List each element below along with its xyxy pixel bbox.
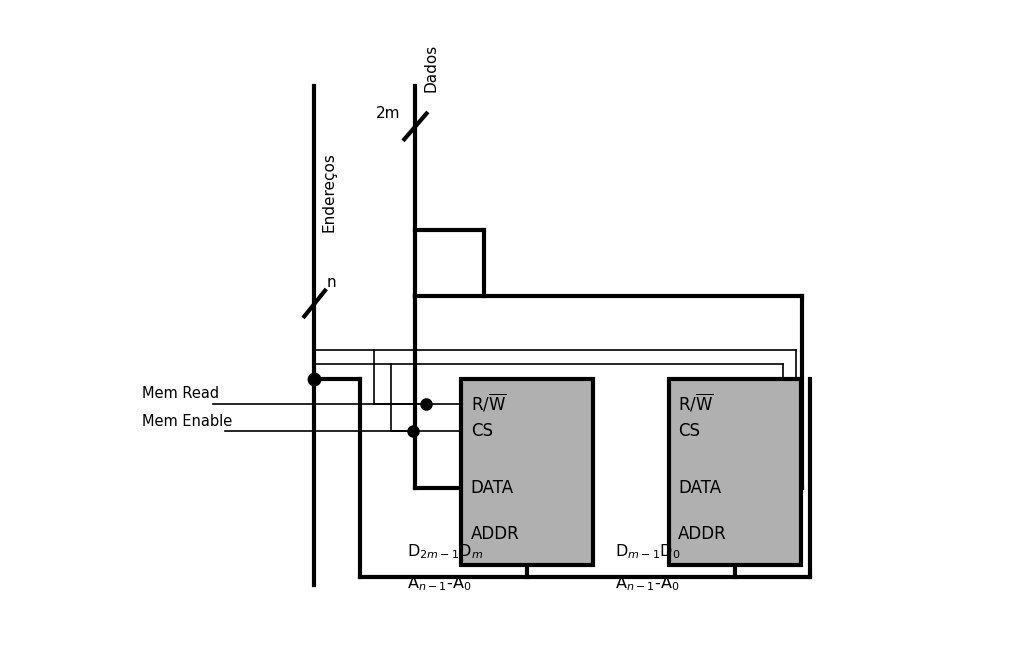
Text: Mem Enable: Mem Enable	[142, 413, 232, 429]
Text: Endereços: Endereços	[322, 152, 337, 232]
Bar	[461, 379, 593, 565]
Text: CS: CS	[471, 422, 493, 440]
Text: DATA: DATA	[471, 479, 514, 497]
Text: R/$\overline{\mathrm{W}}$: R/$\overline{\mathrm{W}}$	[678, 393, 714, 415]
Text: 2m: 2m	[375, 106, 400, 121]
Text: Dados: Dados	[424, 43, 439, 92]
Text: n: n	[326, 275, 337, 289]
Text: DATA: DATA	[678, 479, 721, 497]
Text: R/$\overline{\mathrm{W}}$: R/$\overline{\mathrm{W}}$	[471, 393, 506, 415]
Text: Mem Read: Mem Read	[142, 386, 219, 401]
Text: D$_{m-1}$D$_0$: D$_{m-1}$D$_0$	[615, 542, 680, 561]
Text: ADDR: ADDR	[678, 526, 727, 544]
Text: ADDR: ADDR	[471, 526, 520, 544]
Bar	[669, 379, 801, 565]
Text: A$_{n-1}$-A$_0$: A$_{n-1}$-A$_0$	[407, 574, 472, 593]
Text: A$_{n-1}$-A$_0$: A$_{n-1}$-A$_0$	[615, 574, 679, 593]
Text: D$_{2m-1}$D$_m$: D$_{2m-1}$D$_m$	[407, 542, 483, 561]
Text: CS: CS	[678, 422, 701, 440]
